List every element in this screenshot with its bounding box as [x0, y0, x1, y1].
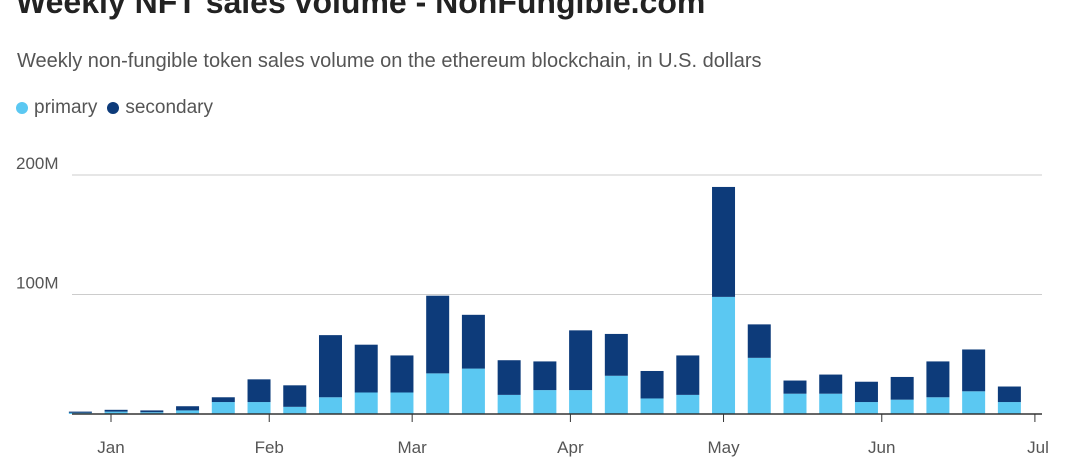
bar-secondary [426, 295, 450, 374]
bar-primary [997, 402, 1021, 414]
bar-secondary [747, 324, 771, 358]
bar-primary [104, 411, 128, 414]
bar-primary [283, 406, 307, 414]
bar-secondary [604, 333, 628, 376]
legend-label-secondary: secondary [125, 97, 214, 118]
bar-secondary [890, 376, 914, 400]
bar-primary [211, 402, 235, 414]
bar-primary [176, 410, 200, 414]
bar-secondary [997, 386, 1021, 403]
bar-primary [640, 398, 664, 414]
bar-primary [140, 412, 164, 414]
bar-primary [604, 375, 628, 414]
legend-item-secondary: secondary [107, 97, 213, 119]
bar-primary [426, 373, 450, 414]
legend-swatch-secondary [107, 102, 120, 114]
bar-secondary [676, 355, 700, 395]
bar-secondary [390, 355, 414, 393]
chart-subtitle: Weekly non-fungible token sales volume o… [17, 50, 762, 72]
bar-secondary [783, 380, 807, 394]
bar-primary [497, 394, 521, 414]
bar-primary [783, 393, 807, 414]
chart-title: Weekly NFT sales volume - NonFungible.co… [16, 0, 706, 20]
x-tick-label: May [707, 438, 740, 457]
bar-secondary [640, 370, 664, 399]
bar-secondary [819, 374, 843, 394]
bar-primary [819, 393, 843, 414]
bar-primary [890, 399, 914, 414]
x-tick-label: Mar [398, 438, 428, 457]
bar-secondary [926, 361, 950, 398]
x-tick-label: Apr [557, 438, 584, 457]
bar-primary [318, 397, 342, 414]
bar-primary [712, 296, 736, 414]
bar-primary [962, 391, 986, 414]
legend-item-primary: primary [16, 97, 97, 119]
bar-secondary [211, 397, 235, 403]
bar-secondary [104, 409, 128, 412]
bar-secondary [354, 344, 378, 393]
bar-secondary [176, 406, 200, 411]
legend-swatch-primary [16, 102, 28, 114]
bar-primary [747, 357, 771, 414]
bar-primary [676, 394, 700, 414]
bar-secondary [533, 361, 557, 391]
bar-secondary [68, 411, 92, 413]
bar-primary [247, 402, 271, 414]
bar-secondary [461, 314, 485, 369]
bar-primary [926, 397, 950, 414]
bar-primary [533, 390, 557, 414]
y-tick-label: 200M [16, 154, 59, 173]
bar-primary [390, 392, 414, 414]
bar-secondary [140, 410, 164, 413]
bar-secondary [497, 360, 521, 395]
x-tick-label: Jul [1027, 438, 1049, 457]
bar-secondary [569, 330, 593, 391]
legend: primary secondary [16, 97, 223, 119]
bar-secondary [318, 335, 342, 398]
bar-primary [569, 390, 593, 414]
bar-secondary [283, 385, 307, 407]
bar-primary [854, 402, 878, 414]
bar-primary [461, 368, 485, 414]
bar-secondary [247, 379, 271, 403]
y-tick-label: 100M [16, 274, 59, 293]
x-tick-label: Jun [868, 438, 895, 457]
legend-label-primary: primary [34, 97, 98, 118]
bar-secondary [962, 349, 986, 392]
x-tick-label: Jan [97, 438, 124, 457]
x-tick-label: Feb [255, 438, 284, 457]
bar-primary [354, 392, 378, 414]
bar-secondary [854, 381, 878, 403]
bar-secondary [712, 186, 736, 297]
